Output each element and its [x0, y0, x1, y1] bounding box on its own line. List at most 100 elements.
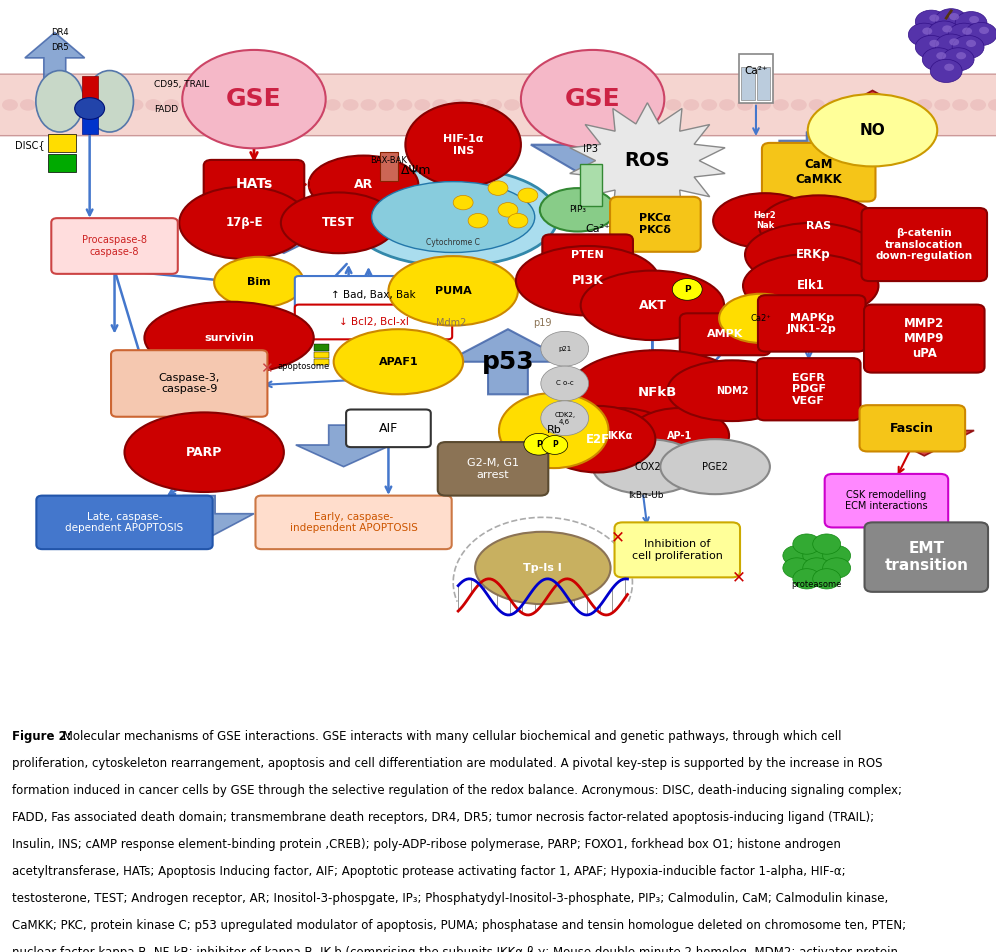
FancyBboxPatch shape — [762, 143, 875, 202]
Circle shape — [737, 99, 753, 110]
Polygon shape — [144, 496, 254, 543]
Polygon shape — [236, 212, 332, 253]
Text: Late, caspase-
dependent APOPTOSIS: Late, caspase- dependent APOPTOSIS — [66, 511, 183, 533]
Circle shape — [966, 40, 976, 47]
Text: GSE: GSE — [565, 88, 621, 111]
Circle shape — [522, 99, 538, 110]
Bar — [314, 359, 329, 366]
Ellipse shape — [540, 406, 655, 472]
Polygon shape — [874, 327, 974, 369]
Circle shape — [823, 558, 851, 578]
FancyBboxPatch shape — [36, 496, 213, 549]
Text: E2F: E2F — [586, 432, 610, 446]
Circle shape — [672, 279, 702, 300]
Text: PI3K: PI3K — [572, 274, 604, 288]
Circle shape — [163, 99, 179, 110]
Circle shape — [845, 99, 861, 110]
Text: P: P — [552, 441, 558, 449]
Bar — [314, 345, 329, 351]
FancyBboxPatch shape — [865, 305, 984, 372]
Text: AIF: AIF — [378, 422, 398, 435]
FancyBboxPatch shape — [255, 496, 452, 549]
Circle shape — [793, 568, 821, 589]
Circle shape — [793, 534, 821, 554]
Circle shape — [935, 9, 967, 31]
FancyBboxPatch shape — [860, 406, 965, 451]
Ellipse shape — [144, 302, 314, 374]
Circle shape — [809, 99, 825, 110]
Bar — [314, 351, 329, 358]
FancyBboxPatch shape — [52, 218, 177, 274]
Circle shape — [468, 213, 488, 228]
Circle shape — [719, 99, 735, 110]
FancyBboxPatch shape — [758, 295, 866, 351]
Text: P: P — [536, 440, 542, 448]
Circle shape — [576, 99, 592, 110]
Text: PKCα
PKCδ: PKCα PKCδ — [639, 213, 671, 235]
Circle shape — [979, 27, 989, 34]
Text: apoptosome: apoptosome — [278, 362, 330, 371]
Circle shape — [863, 99, 878, 110]
Circle shape — [915, 10, 947, 33]
Text: MAPKp
JNK1-2p: MAPKp JNK1-2p — [787, 312, 837, 334]
Circle shape — [217, 99, 233, 110]
FancyBboxPatch shape — [203, 160, 305, 209]
Text: Fascin: Fascin — [890, 422, 934, 435]
Text: proteasome: proteasome — [792, 581, 842, 589]
Bar — [741, 68, 755, 100]
FancyBboxPatch shape — [295, 276, 452, 314]
Circle shape — [432, 99, 448, 110]
Text: Insulin, INS; cAMP response element-binding protein ,CREB); poly-ADP-ribose poly: Insulin, INS; cAMP response element-bind… — [12, 838, 841, 851]
Polygon shape — [296, 425, 391, 466]
FancyBboxPatch shape — [862, 208, 987, 281]
Text: ✕: ✕ — [849, 284, 861, 298]
Text: AP-1: AP-1 — [666, 430, 692, 441]
Bar — [757, 68, 770, 100]
Circle shape — [827, 99, 843, 110]
Circle shape — [880, 99, 896, 110]
Text: p21: p21 — [558, 346, 572, 351]
Ellipse shape — [808, 94, 937, 167]
Text: ✕: ✕ — [626, 448, 640, 466]
Circle shape — [915, 35, 947, 59]
Circle shape — [935, 34, 967, 57]
Polygon shape — [874, 416, 974, 456]
Ellipse shape — [745, 223, 880, 287]
Ellipse shape — [36, 70, 84, 132]
Circle shape — [110, 99, 125, 110]
Circle shape — [965, 23, 996, 46]
Ellipse shape — [667, 360, 797, 421]
Circle shape — [271, 99, 287, 110]
Text: proliferation, cytoskeleton rearrangement, apoptosis and cell differentiation ar: proliferation, cytoskeleton rearrangemen… — [12, 758, 882, 770]
Polygon shape — [446, 329, 570, 394]
Text: PIP₃: PIP₃ — [569, 206, 587, 214]
Text: DISC{: DISC{ — [15, 140, 45, 150]
Text: Figure 2:: Figure 2: — [12, 730, 72, 744]
Text: G2-M, G1
arrest: G2-M, G1 arrest — [467, 458, 519, 480]
Text: TEST: TEST — [323, 216, 355, 229]
Ellipse shape — [214, 257, 304, 307]
Circle shape — [970, 99, 986, 110]
Text: ✕: ✕ — [611, 527, 624, 545]
Circle shape — [2, 99, 18, 110]
Circle shape — [199, 99, 215, 110]
Circle shape — [942, 48, 974, 70]
Ellipse shape — [759, 195, 878, 256]
Circle shape — [486, 99, 502, 110]
Ellipse shape — [309, 155, 418, 213]
Circle shape — [916, 99, 932, 110]
Ellipse shape — [499, 393, 609, 468]
Circle shape — [92, 99, 108, 110]
Circle shape — [541, 367, 589, 401]
Text: Caspase-3,
caspase-9: Caspase-3, caspase-9 — [158, 372, 220, 394]
Text: AR: AR — [354, 178, 374, 191]
Text: PARP: PARP — [186, 446, 222, 459]
Ellipse shape — [719, 294, 803, 343]
FancyBboxPatch shape — [610, 197, 701, 251]
Circle shape — [20, 99, 36, 110]
Polygon shape — [413, 273, 493, 304]
FancyBboxPatch shape — [825, 474, 948, 527]
Text: IP3: IP3 — [583, 144, 599, 154]
Ellipse shape — [388, 256, 518, 326]
Ellipse shape — [593, 439, 702, 494]
